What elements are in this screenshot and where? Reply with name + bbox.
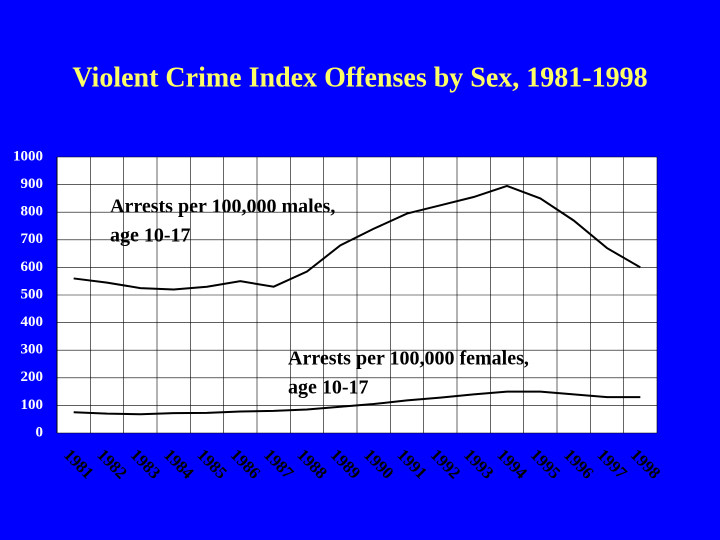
y-tick-label: 100 <box>21 397 44 413</box>
y-tick-label: 400 <box>21 314 44 330</box>
y-tick-label: 300 <box>21 342 44 358</box>
chart-title: Violent Crime Index Offenses by Sex, 198… <box>72 62 647 93</box>
y-tick-label: 1000 <box>13 148 43 164</box>
y-tick-label: 800 <box>21 204 44 220</box>
y-tick-label: 700 <box>21 231 44 247</box>
series-line <box>73 390 641 416</box>
y-tick-label: 600 <box>21 259 44 275</box>
series-line <box>73 184 641 291</box>
series-label: Arrests per 100,000 females, <box>288 348 529 370</box>
series-label: age 10-17 <box>110 225 191 247</box>
series-label: Arrests per 100,000 males, <box>110 196 335 218</box>
y-tick-label: 200 <box>21 369 44 385</box>
y-tick-label: 0 <box>36 424 44 440</box>
y-tick-label: 900 <box>21 176 44 192</box>
y-tick-label: 500 <box>21 286 44 302</box>
series-label: age 10-17 <box>288 377 369 399</box>
